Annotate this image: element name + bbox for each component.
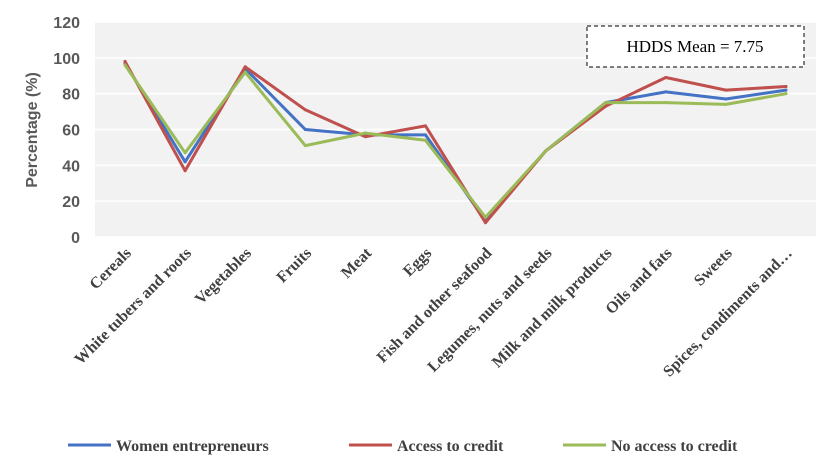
- data-point: [544, 149, 548, 153]
- y-tick-label: 0: [71, 230, 80, 247]
- data-point: [784, 85, 788, 88]
- data-point: [423, 124, 427, 128]
- data-point: [363, 131, 367, 135]
- y-tick-label: 40: [62, 158, 80, 175]
- x-tick-label: Meat: [338, 244, 376, 282]
- x-tick-label: Vegetables: [192, 245, 255, 308]
- data-point: [604, 101, 608, 105]
- data-point: [303, 108, 307, 112]
- legend: Women entrepreneurs Access to credit No ac…: [68, 438, 738, 455]
- y-tick-label: 120: [53, 15, 80, 32]
- y-tick-label: 80: [62, 87, 80, 104]
- y-tick-label: 60: [62, 123, 80, 140]
- x-tick-label: Legumes, nuts and seeds: [425, 245, 556, 376]
- data-point: [724, 97, 728, 101]
- x-tick-label: Sweets: [691, 245, 736, 290]
- annotation-box: HDDS Mean = 7.75: [586, 25, 805, 68]
- legend-label: No access to credit: [611, 438, 738, 455]
- data-point: [604, 104, 608, 108]
- y-tick-label: 100: [53, 51, 80, 68]
- y-axis-ticks: 0 20 40 60 80 100 120: [53, 15, 80, 247]
- x-tick-label: White tubers and roots: [72, 245, 195, 368]
- data-point: [123, 63, 127, 67]
- data-point: [664, 76, 668, 80]
- x-tick-label: Cereals: [87, 245, 135, 293]
- data-point: [423, 138, 427, 142]
- data-point: [664, 101, 668, 105]
- data-point: [664, 90, 668, 94]
- data-point: [183, 151, 187, 155]
- data-point: [363, 135, 367, 139]
- x-tick-label: Fruits: [274, 245, 316, 287]
- data-point: [484, 215, 488, 219]
- y-tick-label: 20: [62, 194, 80, 211]
- y-axis-label: Percentage (%): [24, 72, 41, 188]
- data-point: [784, 88, 788, 92]
- data-point: [243, 70, 247, 74]
- data-point: [243, 65, 247, 69]
- data-point: [123, 59, 127, 63]
- x-tick-label: Fish and other seafood: [374, 245, 496, 367]
- series-line-3: [123, 63, 788, 219]
- data-point: [423, 133, 427, 137]
- data-point: [183, 160, 187, 164]
- x-tick-label: Spices, condiments and…: [660, 245, 796, 381]
- data-point: [484, 221, 488, 225]
- data-point: [724, 102, 728, 106]
- data-point: [303, 144, 307, 148]
- annotation-text: HDDS Mean = 7.75: [626, 37, 763, 56]
- legend-label: Women entrepreneurs: [116, 438, 269, 455]
- series-lines: [123, 59, 788, 225]
- data-point: [784, 92, 788, 96]
- x-tick-label: Milk and milk products: [489, 245, 616, 372]
- data-point: [183, 169, 187, 173]
- data-point: [724, 88, 728, 92]
- x-tick-label: Eggs: [400, 245, 435, 280]
- legend-label: Access to credit: [397, 438, 504, 455]
- data-point: [303, 128, 307, 131]
